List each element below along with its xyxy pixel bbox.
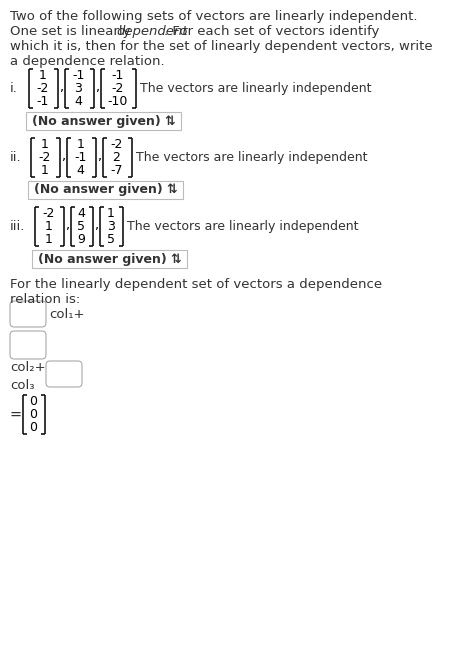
Text: ii.: ii. (10, 151, 22, 164)
Text: ,: , (61, 150, 65, 163)
Text: 0: 0 (29, 395, 37, 408)
Text: dependent: dependent (116, 25, 188, 38)
Text: -2: -2 (111, 82, 124, 95)
Text: 5: 5 (107, 233, 115, 246)
Text: 1: 1 (41, 138, 48, 151)
Text: -2: -2 (36, 82, 49, 95)
Text: One set is linearly: One set is linearly (10, 25, 135, 38)
Text: -1: -1 (73, 69, 85, 82)
Text: 0: 0 (29, 408, 37, 421)
Text: (No answer given) ⇅: (No answer given) ⇅ (38, 253, 182, 265)
Text: Two of the following sets of vectors are linearly independent.: Two of the following sets of vectors are… (10, 10, 418, 23)
Text: -2: -2 (38, 151, 51, 164)
FancyBboxPatch shape (10, 301, 46, 327)
Text: 1: 1 (107, 207, 115, 220)
Text: 1: 1 (45, 233, 53, 246)
Text: 4: 4 (77, 207, 85, 220)
Text: ,: , (95, 81, 99, 94)
Text: The vectors are linearly independent: The vectors are linearly independent (127, 220, 358, 233)
Text: -2: -2 (42, 207, 55, 220)
Text: For the linearly dependent set of vectors a dependence: For the linearly dependent set of vector… (10, 278, 382, 291)
Text: 1: 1 (77, 138, 84, 151)
Text: 1: 1 (38, 69, 46, 82)
Text: iii.: iii. (10, 220, 26, 233)
Text: i.: i. (10, 82, 18, 95)
FancyBboxPatch shape (46, 361, 82, 387)
Text: ,: , (94, 219, 99, 232)
Text: which it is, then for the set of linearly dependent vectors, write: which it is, then for the set of linearl… (10, 40, 433, 53)
Text: The vectors are linearly independent: The vectors are linearly independent (140, 82, 372, 95)
Text: -2: -2 (110, 138, 123, 151)
Text: ,: , (97, 150, 101, 163)
Text: -1: -1 (36, 95, 49, 108)
Text: 3: 3 (107, 220, 115, 233)
Text: 9: 9 (77, 233, 85, 246)
Text: 5: 5 (77, 220, 85, 233)
Text: 3: 3 (74, 82, 82, 95)
Text: -10: -10 (108, 95, 128, 108)
Text: col₁+: col₁+ (49, 307, 84, 321)
Text: col₃: col₃ (10, 379, 35, 392)
FancyBboxPatch shape (10, 331, 46, 359)
FancyBboxPatch shape (26, 112, 181, 130)
Text: The vectors are linearly independent: The vectors are linearly independent (136, 151, 367, 164)
Text: =: = (10, 407, 22, 422)
Text: 1: 1 (41, 164, 48, 177)
Text: . For each set of vectors identify: . For each set of vectors identify (164, 25, 379, 38)
Text: col₂+: col₂+ (10, 361, 46, 374)
Text: -1: -1 (111, 69, 124, 82)
Text: relation is:: relation is: (10, 293, 80, 306)
FancyBboxPatch shape (28, 181, 183, 199)
Text: a dependence relation.: a dependence relation. (10, 55, 164, 68)
Text: ,: , (59, 81, 63, 94)
Text: (No answer given) ⇅: (No answer given) ⇅ (34, 183, 178, 197)
Text: -1: -1 (74, 151, 87, 164)
Text: -7: -7 (110, 164, 123, 177)
Text: 4: 4 (74, 95, 82, 108)
Text: ,: , (65, 219, 69, 232)
FancyBboxPatch shape (32, 250, 187, 268)
Text: 2: 2 (112, 151, 120, 164)
Text: 0: 0 (29, 421, 37, 434)
Text: (No answer given) ⇅: (No answer given) ⇅ (32, 115, 176, 127)
Text: 4: 4 (77, 164, 84, 177)
Text: 1: 1 (45, 220, 53, 233)
